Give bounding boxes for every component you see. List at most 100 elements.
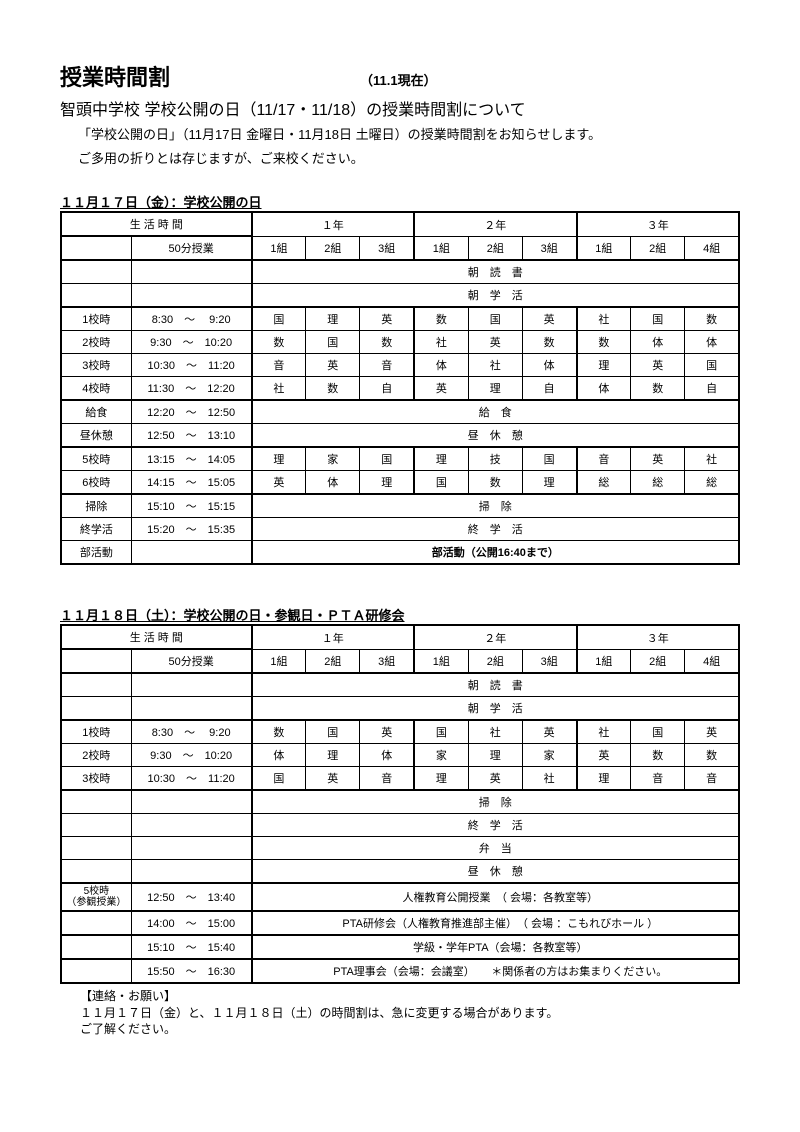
subject-cell: 家: [522, 744, 576, 767]
footer-l3: ご了解ください。: [80, 1022, 176, 1036]
period-label: [61, 260, 131, 284]
period-label: 6校時: [61, 471, 131, 495]
time-range: [131, 260, 251, 284]
time-range: 15:50 ～ 16:30: [131, 959, 251, 983]
subject-cell: 総: [685, 471, 739, 495]
span-text: 部活動（公開16:40まで）: [252, 541, 739, 565]
time-range: [131, 790, 251, 814]
span-text: 朝 学 活: [252, 284, 739, 308]
subject-cell: 理: [468, 377, 522, 401]
period-label: 5校時: [61, 447, 131, 471]
period-label: [61, 959, 131, 983]
subject-cell: 国: [631, 720, 685, 744]
class-header: 4組: [685, 236, 739, 260]
day2-heading: １１月１８日（土）：学校公開の日・参観日・ＰＴＡ研修会: [60, 605, 740, 624]
subject-cell: 音: [360, 767, 414, 791]
period-label: [61, 935, 131, 959]
blank: [61, 236, 131, 260]
subject-cell: 社: [685, 447, 739, 471]
subject-cell: 理: [414, 447, 468, 471]
subject-cell: 技: [468, 447, 522, 471]
period-label: 3校時: [61, 767, 131, 791]
period-label: 3校時: [61, 354, 131, 377]
period-label: [61, 697, 131, 721]
period-label: 終学活: [61, 518, 131, 541]
period-label: 昼休憩: [61, 424, 131, 448]
subject-cell: 数: [360, 331, 414, 354]
subject-cell: 数: [522, 331, 576, 354]
grade-header: １年: [252, 625, 414, 649]
subject-cell: 国: [522, 447, 576, 471]
period-label: 1校時: [61, 307, 131, 331]
subject-cell: 社: [414, 331, 468, 354]
class-header: 4組: [685, 649, 739, 673]
class-header: 3組: [522, 649, 576, 673]
subject-cell: 英: [252, 471, 306, 495]
subject-cell: 社: [577, 307, 631, 331]
subtitle: 智頭中学校 学校公開の日（11/17・11/18）の授業時間割について: [60, 96, 740, 120]
class-header: 1組: [577, 649, 631, 673]
period-label: [61, 790, 131, 814]
period-label: 1校時: [61, 720, 131, 744]
subject-cell: 英: [577, 744, 631, 767]
subject-cell: 音: [577, 447, 631, 471]
subject-cell: 英: [306, 354, 360, 377]
time-range: 15:20 ～ 15:35: [131, 518, 251, 541]
subject-cell: 理: [306, 744, 360, 767]
footer-l2: １１月１７日（金）と、１１月１８日（土）の時間割は、急に変更する場合があります。: [80, 1006, 558, 1020]
time-range: [131, 284, 251, 308]
footer: 【連絡・お願い】 １１月１７日（金）と、１１月１８日（土）の時間割は、急に変更す…: [80, 988, 740, 1037]
subject-cell: 国: [360, 447, 414, 471]
period-label: [61, 911, 131, 935]
subject-cell: 体: [414, 354, 468, 377]
subject-cell: 英: [631, 354, 685, 377]
subject-cell: 社: [468, 720, 522, 744]
time-range: 12:20 ～ 12:50: [131, 400, 251, 424]
subject-cell: 英: [306, 767, 360, 791]
minute-label: 50分授業: [131, 649, 251, 673]
subject-cell: 音: [360, 354, 414, 377]
intro-2: ご多用の折りとは存じますが、ご来校ください。: [78, 150, 740, 168]
day1-heading: １１月１７日（金）：学校公開の日: [60, 192, 740, 211]
subject-cell: 英: [522, 720, 576, 744]
subject-cell: 理: [468, 744, 522, 767]
span-text: 掃 除: [252, 790, 739, 814]
as-of-date: （11.1現在）: [360, 70, 437, 89]
period-label: [61, 673, 131, 697]
grade-header: ２年: [414, 212, 576, 236]
subject-cell: 数: [577, 331, 631, 354]
day1-table: 生 活 時 間１年２年３年50分授業1組2組3組1組2組3組1組2組4組朝 読 …: [60, 211, 740, 565]
subject-cell: 自: [522, 377, 576, 401]
class-header: 3組: [360, 649, 414, 673]
time-range: 15:10 ～ 15:40: [131, 935, 251, 959]
class-header: 1組: [414, 236, 468, 260]
subject-cell: 社: [522, 767, 576, 791]
subject-cell: 国: [631, 307, 685, 331]
span-text: 弁 当: [252, 837, 739, 860]
period-label: 4校時: [61, 377, 131, 401]
subject-cell: 自: [360, 377, 414, 401]
span-text: 昼 休 憩: [252, 424, 739, 448]
time-range: 11:30 ～ 12:20: [131, 377, 251, 401]
grade-header: ３年: [577, 625, 740, 649]
subject-cell: 英: [685, 720, 739, 744]
subject-cell: 理: [577, 354, 631, 377]
subject-cell: 社: [468, 354, 522, 377]
class-header: 1組: [252, 236, 306, 260]
time-range: 12:50 ～ 13:40: [131, 883, 251, 911]
subject-cell: 数: [685, 307, 739, 331]
subject-cell: 英: [360, 307, 414, 331]
span-text: 掃 除: [252, 494, 739, 518]
grade-header: １年: [252, 212, 414, 236]
time-range: [131, 541, 251, 565]
subject-cell: 音: [685, 767, 739, 791]
subject-cell: 体: [306, 471, 360, 495]
footer-l1: 【連絡・お願い】: [80, 989, 176, 1003]
time-range: 14:00 ～ 15:00: [131, 911, 251, 935]
subject-cell: 音: [631, 767, 685, 791]
subject-cell: 英: [468, 331, 522, 354]
subject-cell: 数: [252, 720, 306, 744]
subject-cell: 英: [631, 447, 685, 471]
span-text: PTA理事会（会場：会議室） ＊関係者の方はお集まりください。: [252, 959, 739, 983]
time-range: 10:30 ～ 11:20: [131, 354, 251, 377]
